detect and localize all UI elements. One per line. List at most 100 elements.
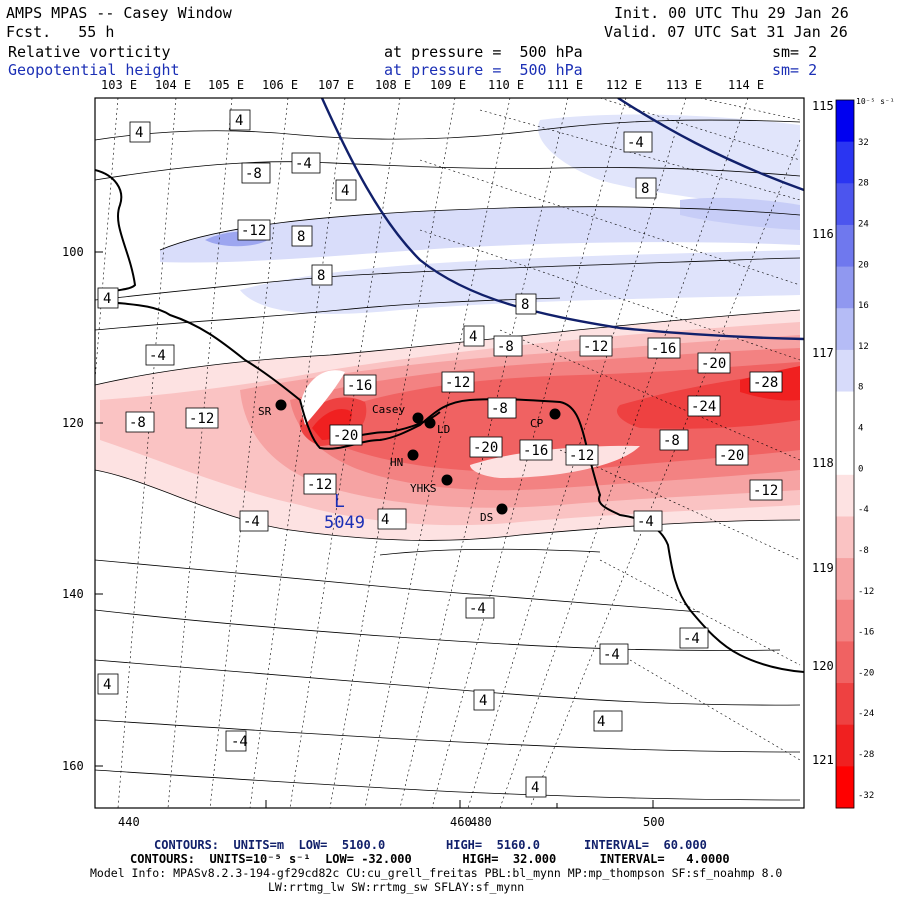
field2-level: at pressure = 500 hPa [384,61,583,79]
contour-label-text: 8 [641,181,649,197]
contour-label-text: 8 [297,229,305,245]
contour-label: 4 [97,673,119,695]
contour-label-text: -4 [683,631,700,647]
station-label-sr: SR [258,405,272,418]
colorbar-label: 24 [858,219,869,229]
contour-label-text: -12 [307,477,332,493]
colorbar-swatch [836,433,854,476]
contour-label: -16 [647,337,681,359]
colorbar-label: -8 [858,546,869,556]
colorbar-swatch [836,724,854,767]
contour-label: -8 [125,411,155,433]
station-label-ld: LD [437,423,450,436]
contour-label-text: -8 [491,401,508,417]
colorbar-swatch [836,100,854,143]
x-tick-label: 440 [118,815,140,829]
contour-label-text: 4 [381,512,389,528]
top-lon-label: 110 E [488,78,525,92]
positive-vorticity-area [680,197,800,230]
footer-model-info-2: LW:rrtmg_lw SW:rrtmg_sw SFLAY:sf_mynn [268,880,525,894]
station-marker-cp [549,408,561,420]
contour-label-text: -12 [569,448,594,464]
contour-label-text: 4 [135,125,143,141]
station-marker-ds [496,503,508,515]
chart-title: AMPS MPAS -- Casey Window [6,4,232,22]
axis-ticks [95,251,654,808]
contour-label: 8 [635,177,657,199]
colorbar-label: -24 [858,709,874,719]
x-tick-label-480: 480 [470,815,492,829]
low-symbol: L [334,491,345,512]
geopotential-height-contours [320,98,804,341]
station-marker-sr [275,399,287,411]
vorticity-contours [95,119,801,801]
colorbar-label: -20 [858,668,874,678]
colorbar-swatch [836,183,854,226]
contour-label-text: 8 [521,297,529,313]
y-tick-label: 120 [62,416,84,430]
field2-name: Geopotential height [8,61,180,79]
station-label-hn: HN [390,456,403,469]
station-label-yhks: YHKS [410,482,437,495]
contour-label: -8 [487,397,517,419]
top-lon-label: 108 E [375,78,412,92]
station-marker-casey [412,412,424,424]
contour-labels: 4 4 -4 -8 4 -12 8 8 -4 8 8 4 -8 -12 -16 … [97,109,783,798]
field2-smooth: sm= 2 [772,61,818,79]
contour-label: -12 [579,335,613,357]
top-lon-label: 105 E [208,78,245,92]
contour-label: 4 [473,689,495,711]
top-lon-label: 106 E [262,78,299,92]
valid-time: Valid. 07 UTC Sat 31 Jan 26 [604,23,848,41]
colorbar-swatch [836,349,854,393]
contour-label: -20 [715,444,749,466]
contour-label-text: -12 [445,375,470,391]
top-lon-label: 107 E [318,78,355,92]
contour-label-text: -4 [231,734,248,750]
positive-vorticity-area [300,370,345,425]
plot-field: 4 4 -4 -8 4 -12 8 8 -4 8 8 4 -8 -12 -16 … [95,98,804,808]
contour-label: -8 [659,429,689,451]
colorbar-label: 0 [858,464,863,474]
contour-label: -4 [633,510,663,532]
contour-label-text: -8 [245,166,262,182]
colorbar-swatch [836,391,854,434]
contour-label-text: -16 [347,378,372,394]
y-tick-label: 100 [62,245,84,259]
contour-label: 8 [311,264,333,286]
station-label-casey: Casey [372,403,405,416]
contour-label-text: -12 [241,223,266,239]
contour-label-text: 8 [317,268,325,284]
footer-height-contours: CONTOURS: UNITS=m LOW= 5100.0 [154,838,386,852]
colorbar-label: 12 [858,342,869,352]
low-center-marker: L 5049 [324,491,365,533]
colorbar-swatch [836,141,854,184]
contour-label-text: 4 [341,183,349,199]
contour-label-text: -4 [469,601,486,617]
colorbar-swatch [836,308,854,351]
contour-label-text: -20 [473,440,498,456]
x-tick-label: 460 [450,815,472,829]
contour-label: -4 [679,627,709,649]
contour-label-text: -12 [753,483,778,499]
contour-label-text: 4 [597,714,605,730]
top-lon-label: 114 E [728,78,765,92]
field1-name: Relative vorticity [8,43,171,61]
forecast-hour: Fcst. 55 h [6,23,115,41]
axis-tick-labels: 440 460 480 100 120 140 160 [62,245,472,829]
contour-label: -4 [465,597,495,619]
footer-model-info: Model Info: MPASv8.2.3-194-gf29cd82c CU:… [90,866,783,880]
contour-label-text: -20 [333,428,358,444]
contour-label: 8 [515,293,537,315]
contour-label-text: -24 [691,399,716,415]
footer-height-interval: INTERVAL= 60.000 [584,838,707,852]
colorbar-swatch [836,766,854,809]
contour-label: 4 [129,121,151,143]
contour-label: -28 [749,371,783,393]
contour-label: 4 [525,776,547,798]
contour-label: -20 [697,352,731,374]
contour-label: -4 [623,131,653,153]
contour-label-text: -8 [663,433,680,449]
contour-label-text: -8 [129,415,146,431]
low-value: 5049 [324,513,365,533]
